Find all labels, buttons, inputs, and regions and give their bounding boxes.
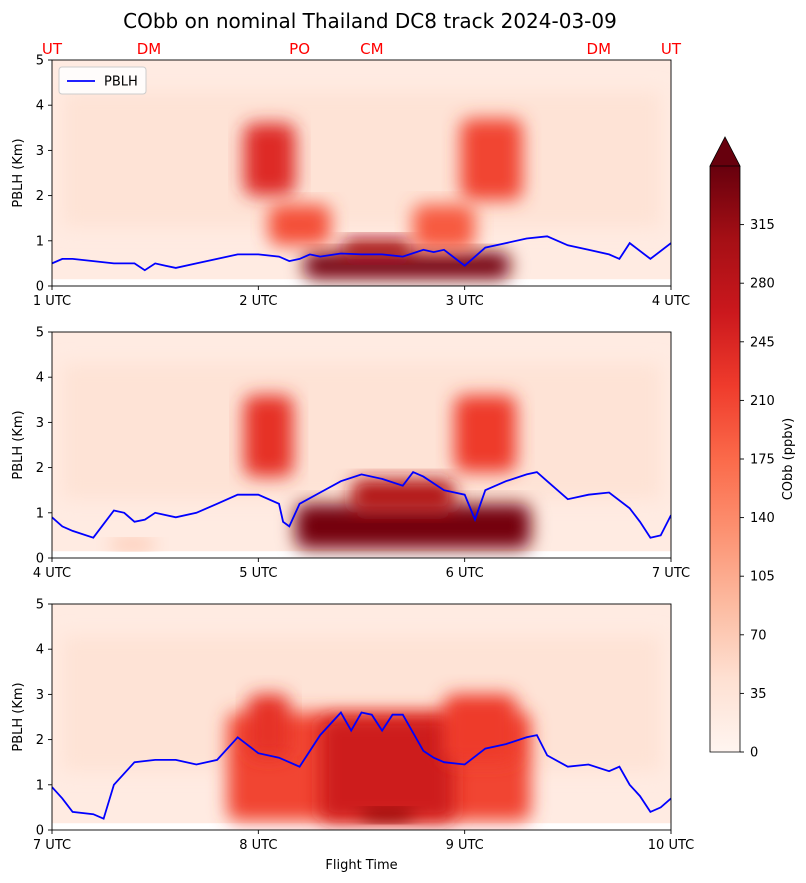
heatmap-haze [62,91,661,228]
y-tick-label: 2 [36,189,44,204]
location-marker-label: PO [289,40,310,58]
y-tick-label: 5 [36,598,44,613]
smoke-region-2 [351,478,455,513]
y-axis-label: PBLH (Km) [11,410,26,479]
x-tick-label: 1 UTC [33,294,71,309]
legend: PBLH [58,66,147,95]
y-tick-label: 4 [36,99,44,114]
pblh-line [52,710,671,820]
location-marker-label: CM [360,40,383,58]
x-tick-label: 7 UTC [33,838,71,853]
x-tick-label: 8 UTC [239,838,277,853]
x-tick-label: 4 UTC [652,294,690,309]
colorbar-label: CObb (ppbv) [781,418,796,501]
y-tick-label: 3 [36,144,44,159]
colorbar-tick-label: 245 [750,335,775,350]
location-marker-label: DM [137,40,162,58]
colorbar-tick-label: 210 [750,394,775,409]
y-tick-label: 4 [36,643,44,658]
panel-1: 0 1 2 3 4 5 1 UTC 2 UTC 3 UTC 4 UTC PBLH (Km) UT DM P… [11,40,690,309]
colorbar-tick-label: 35 [750,687,767,702]
figure-title: CObb on nominal Thailand DC8 track 2024-… [123,9,617,33]
colorbar-tick-label: 140 [750,511,775,526]
heatmap-haze [62,363,661,500]
panel-2: 0 1 2 3 4 5 4 UTC 5 UTC 6 UTC 7 UTC PBLH (Km) [11,326,690,582]
y-tick-label: 2 [36,461,44,476]
colorbar-tick-label: 70 [750,628,767,643]
legend-label: PBLH [104,75,138,90]
y-tick-label: 2 [36,733,44,748]
x-tick-label: 5 UTC [239,566,277,581]
pblh-line [52,235,671,272]
y-tick-label: 0 [36,824,44,839]
y-axis-label: PBLH (Km) [11,682,26,751]
y-tick-label: 1 [36,506,44,521]
smoke-region-6 [413,204,475,250]
y-axis-label: PBLH (Km) [11,138,26,207]
smoke-region-5 [109,539,156,549]
axes-frame [51,59,672,287]
smoke-region-4 [454,395,517,473]
colorbar-tick-label: 280 [750,277,775,292]
smoke-region-3 [243,395,294,477]
smoke-region-2 [320,717,455,821]
location-marker-label: UT [42,40,63,58]
x-tick-label: 7 UTC [652,566,690,581]
x-tick-label: 9 UTC [446,838,484,853]
location-marker-label: DM [587,40,612,58]
colorbar-gradient [710,166,740,752]
smoke-region-3 [243,123,296,196]
smoke-region-4 [248,694,290,758]
x-tick-label: 2 UTC [239,294,277,309]
y-tick-label: 3 [36,688,44,703]
y-tick-label: 5 [36,54,44,69]
y-tick-label: 4 [36,371,44,386]
y-tick-label: 1 [36,234,44,249]
heatmap-surface-gap [52,279,671,286]
smoke-region-1 [295,503,531,549]
y-tick-label: 0 [36,552,44,567]
colorbar: 0 35 70 105 140 175 210 245 280 315 CObb (ppbv) [709,136,796,761]
x-tick-label: 3 UTC [446,294,484,309]
y-tick-label: 1 [36,778,44,793]
legend-box [58,66,147,95]
pblh-line [52,470,671,539]
x-axis-label: Flight Time [325,858,397,873]
y-tick-label: 0 [36,280,44,295]
heatmap-surface-gap [52,823,671,830]
x-tick-label: 6 UTC [446,566,484,581]
axes-frame [51,603,672,831]
smoke-region-4 [460,118,523,201]
y-tick-label: 5 [36,326,44,341]
heatmap-surface-gap [52,551,671,558]
colorbar-tick-label: 0 [750,746,758,761]
panel-3: 0 1 2 3 4 5 7 UTC 8 UTC 9 UTC 10 UTC PBLH (Km) Flig… [11,598,694,874]
colorbar-tick-label: 105 [750,570,775,585]
colorbar-tick-label: 315 [750,218,775,233]
axes-frame [51,331,672,559]
smoke-region-3 [361,809,414,821]
smoke-region-5 [268,204,331,246]
x-tick-label: 4 UTC [33,566,71,581]
y-tick-label: 3 [36,416,44,431]
colorbar-tick-label: 175 [750,453,775,468]
x-tick-label: 10 UTC [648,838,694,853]
location-marker-label: UT [661,40,682,58]
colorbar-extend-arrow [709,136,741,167]
